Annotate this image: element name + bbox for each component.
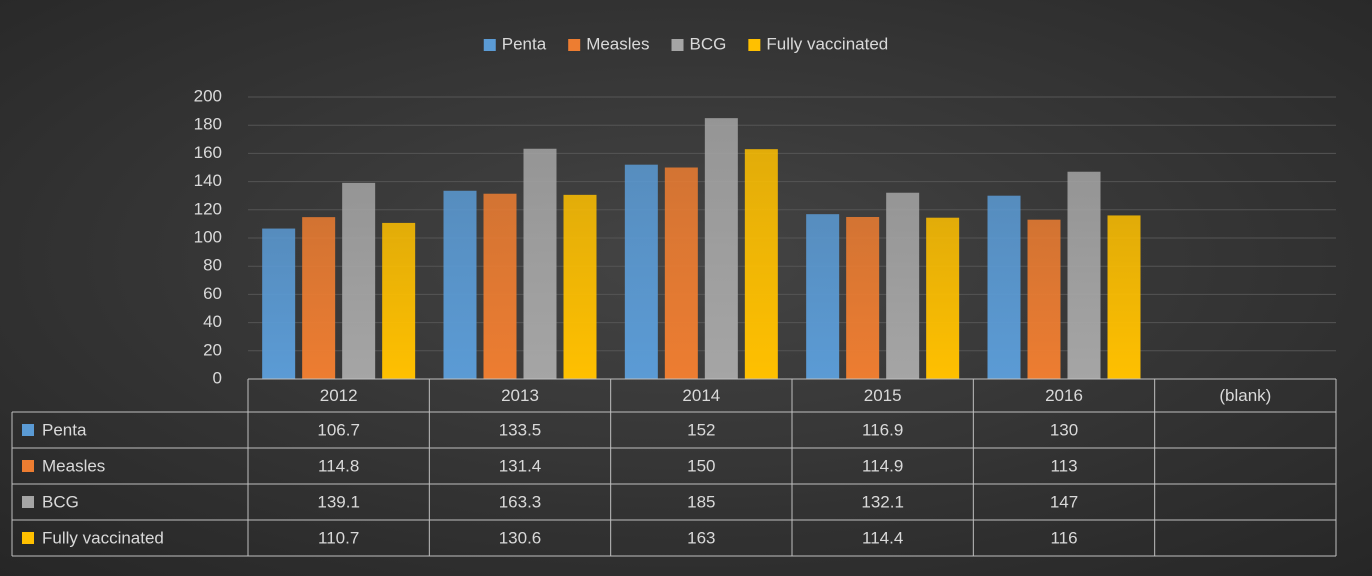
y-tick-label: 160 bbox=[194, 143, 222, 162]
table-cell: 152 bbox=[687, 420, 715, 439]
bar bbox=[624, 164, 658, 379]
legend-label: BCG bbox=[690, 34, 727, 53]
x-tick-label: 2013 bbox=[501, 386, 539, 405]
bar bbox=[262, 228, 296, 379]
table-cell: 114.4 bbox=[862, 528, 903, 547]
y-tick-label: 60 bbox=[203, 284, 222, 303]
legend-swatch bbox=[748, 39, 761, 51]
bar bbox=[806, 214, 840, 379]
table-cell: 106.7 bbox=[317, 420, 360, 439]
y-tick-label: 100 bbox=[194, 227, 222, 246]
bar bbox=[744, 149, 778, 379]
legend-swatch bbox=[568, 39, 581, 51]
table-cell: 132.1 bbox=[861, 492, 904, 511]
bar bbox=[342, 182, 376, 379]
table-cell: 150 bbox=[687, 456, 715, 475]
table-cell: 131.4 bbox=[499, 456, 542, 475]
table-cell: 130.6 bbox=[499, 528, 542, 547]
legend-swatch bbox=[483, 39, 496, 51]
y-tick-label: 20 bbox=[203, 340, 222, 359]
x-tick-label: 2014 bbox=[682, 386, 720, 405]
table-cell: 185 bbox=[687, 492, 715, 511]
y-tick-label: 200 bbox=[194, 86, 222, 105]
y-tick-label: 0 bbox=[213, 368, 222, 387]
y-tick-label: 120 bbox=[194, 199, 222, 218]
legend-label: Fully vaccinated bbox=[766, 34, 888, 53]
table-cell: 147 bbox=[1050, 492, 1078, 511]
table-cell: 116 bbox=[1050, 528, 1077, 547]
bar bbox=[987, 195, 1021, 379]
legend: Penta Measles BCG Fully vaccinated bbox=[483, 34, 888, 53]
table-row-label: Penta bbox=[42, 420, 87, 439]
table-swatch bbox=[22, 460, 34, 472]
table-cell: 139.1 bbox=[317, 492, 360, 511]
table-cell: 130 bbox=[1050, 420, 1078, 439]
bar bbox=[523, 148, 557, 379]
table-cell: 133.5 bbox=[499, 420, 542, 439]
table-row-label: Measles bbox=[42, 456, 105, 475]
legend-label: Penta bbox=[502, 34, 547, 53]
bar bbox=[886, 192, 920, 379]
table-cell: 116.9 bbox=[862, 420, 903, 439]
bar bbox=[382, 222, 416, 379]
bar bbox=[302, 217, 336, 379]
table-swatch bbox=[22, 496, 34, 508]
x-tick-label: 2015 bbox=[864, 386, 902, 405]
bar bbox=[664, 167, 698, 379]
x-tick-label: (blank) bbox=[1219, 386, 1271, 405]
table-row-label: BCG bbox=[42, 492, 79, 511]
bar bbox=[443, 190, 477, 379]
bar bbox=[483, 193, 517, 379]
table-cell: 114.9 bbox=[862, 456, 903, 475]
table-row-label: Fully vaccinated bbox=[42, 528, 164, 547]
table-cell: 163 bbox=[687, 528, 715, 547]
bar bbox=[1027, 219, 1061, 379]
table-swatch bbox=[22, 532, 34, 544]
x-tick-label: 2012 bbox=[320, 386, 358, 405]
y-tick-label: 40 bbox=[203, 312, 222, 331]
y-tick-label: 140 bbox=[194, 171, 222, 190]
y-tick-label: 80 bbox=[203, 256, 222, 275]
legend-swatch bbox=[671, 39, 684, 51]
table-cell: 113 bbox=[1050, 456, 1077, 475]
bar bbox=[704, 118, 738, 380]
bar bbox=[926, 217, 960, 379]
table-cell: 163.3 bbox=[499, 492, 542, 511]
bar bbox=[846, 216, 880, 379]
table-swatch bbox=[22, 424, 34, 436]
y-tick-label: 180 bbox=[194, 115, 222, 134]
bar bbox=[1067, 171, 1101, 379]
bar bbox=[563, 194, 597, 379]
bar bbox=[1107, 215, 1141, 379]
table-cell: 110.7 bbox=[318, 528, 359, 547]
legend-label: Measles bbox=[586, 34, 649, 53]
table-cell: 114.8 bbox=[318, 456, 359, 475]
x-tick-label: 2016 bbox=[1045, 386, 1083, 405]
